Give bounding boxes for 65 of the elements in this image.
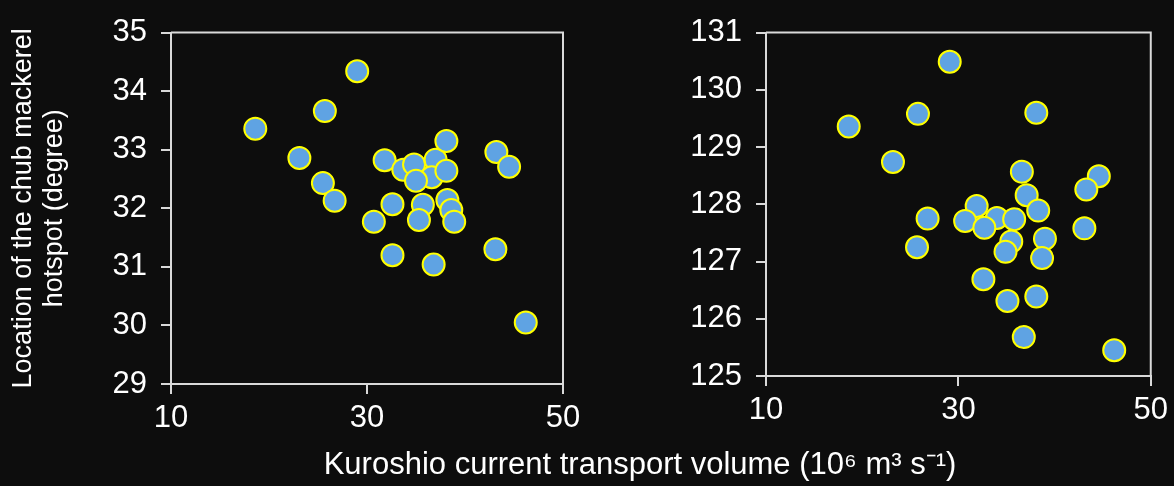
point [1102,338,1127,363]
y-tick-label: 126 [690,299,742,335]
point [380,192,405,217]
x-tick-label: 10 [748,391,784,427]
point [434,128,459,153]
y-tick-label: 131 [690,13,742,49]
point [1024,284,1049,309]
y-tick-label: 30 [112,305,147,341]
y-tick-label: 29 [112,364,147,400]
point [345,59,370,84]
point [1024,100,1049,125]
point [287,145,312,170]
point [243,116,268,141]
point [880,149,905,174]
point [836,114,861,139]
point [1026,198,1051,223]
point [1072,216,1097,241]
x-tick-label: 10 [153,399,189,435]
y-tick-label: 35 [112,13,147,49]
x-tick-label: 50 [1133,391,1168,427]
point [322,188,347,213]
point [915,206,940,231]
point [406,208,431,233]
y-tick-label: 31 [112,247,147,283]
point [971,267,996,292]
point [434,158,459,183]
point [404,168,428,193]
y-tick-label: 130 [690,70,742,106]
point [972,215,997,240]
point [1002,207,1027,232]
point [995,289,1020,314]
point [483,237,508,262]
point [905,101,930,126]
point [361,209,386,234]
y-tick-label: 129 [690,127,742,163]
point [993,239,1018,264]
point [953,208,978,233]
point [442,209,467,234]
y-tick-label: 34 [112,71,147,107]
point [1009,159,1034,184]
point [1074,177,1099,202]
x-tick-label: 50 [545,399,581,435]
point [513,310,538,335]
y-tick-label: 127 [690,242,742,278]
point [310,171,335,196]
y-tick-label: 33 [112,130,147,166]
point [497,154,522,179]
point [1014,183,1039,208]
point [905,235,930,260]
point [484,140,509,165]
point [380,243,405,268]
point [312,99,337,124]
y-tick-label: 125 [690,356,742,392]
x-axis-title: Kuroshio current transport volume (10⁶ m³ s⁻¹) [323,446,957,482]
point [372,148,397,173]
y-tick-label: 128 [690,184,742,220]
point [1030,246,1055,271]
y-axis-title: Location of the chub mackerel hotspot (degree) [6,28,69,389]
x-tick-label: 30 [941,391,976,427]
point [937,49,962,74]
point [1011,325,1036,350]
point [1032,226,1057,251]
point [421,252,446,277]
y-tick-label: 32 [112,188,147,224]
x-tick-label: 30 [349,399,385,435]
